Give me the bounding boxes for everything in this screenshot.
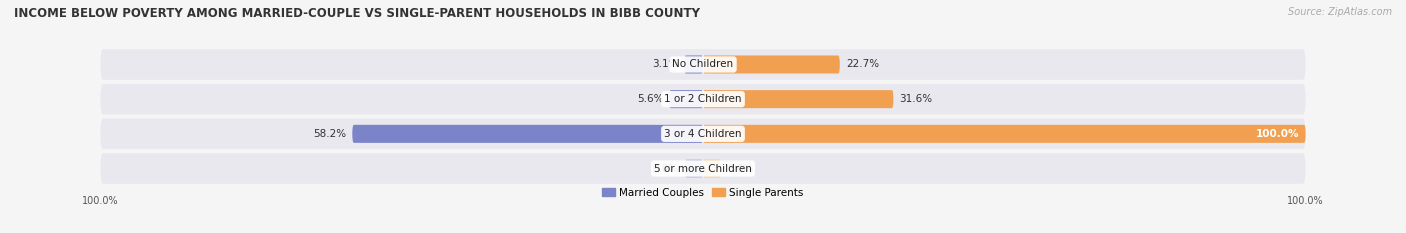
FancyBboxPatch shape — [703, 90, 893, 108]
FancyBboxPatch shape — [685, 55, 703, 73]
Text: INCOME BELOW POVERTY AMONG MARRIED-COUPLE VS SINGLE-PARENT HOUSEHOLDS IN BIBB CO: INCOME BELOW POVERTY AMONG MARRIED-COUPL… — [14, 7, 700, 20]
Text: 5 or more Children: 5 or more Children — [654, 164, 752, 174]
Text: No Children: No Children — [672, 59, 734, 69]
FancyBboxPatch shape — [100, 153, 1306, 184]
FancyBboxPatch shape — [100, 49, 1306, 80]
FancyBboxPatch shape — [703, 125, 1306, 143]
Text: 3 or 4 Children: 3 or 4 Children — [664, 129, 742, 139]
Text: 22.7%: 22.7% — [846, 59, 879, 69]
Text: 0.0%: 0.0% — [652, 164, 679, 174]
Text: 31.6%: 31.6% — [900, 94, 932, 104]
Text: 1 or 2 Children: 1 or 2 Children — [664, 94, 742, 104]
Text: Source: ZipAtlas.com: Source: ZipAtlas.com — [1288, 7, 1392, 17]
Text: 5.6%: 5.6% — [637, 94, 664, 104]
Text: 0.0%: 0.0% — [727, 164, 754, 174]
FancyBboxPatch shape — [669, 90, 703, 108]
Text: 100.0%: 100.0% — [1256, 129, 1299, 139]
FancyBboxPatch shape — [685, 160, 703, 178]
FancyBboxPatch shape — [703, 160, 721, 178]
Text: 58.2%: 58.2% — [314, 129, 346, 139]
FancyBboxPatch shape — [100, 119, 1306, 149]
FancyBboxPatch shape — [100, 84, 1306, 114]
Legend: Married Couples, Single Parents: Married Couples, Single Parents — [603, 188, 803, 198]
Text: 3.1%: 3.1% — [652, 59, 678, 69]
FancyBboxPatch shape — [353, 125, 703, 143]
FancyBboxPatch shape — [703, 55, 839, 73]
